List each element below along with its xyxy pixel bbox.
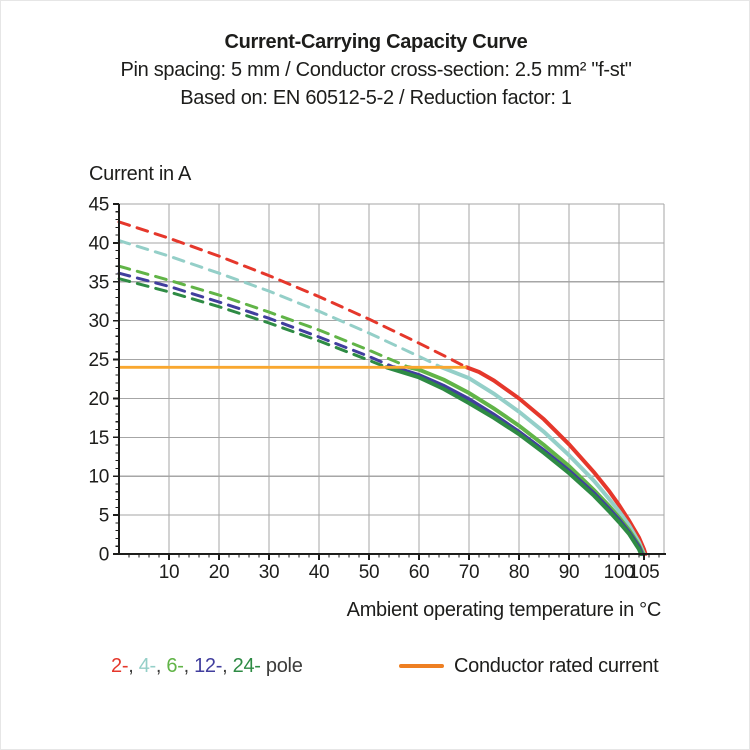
x-tick-label-60: 60 [409, 562, 430, 583]
ticks [113, 203, 660, 560]
x-tick-label-10: 10 [159, 562, 180, 583]
curve-4-pole-solid [439, 365, 646, 556]
rated-current-swatch [399, 664, 444, 668]
curve-4-pole-dashed [117, 239, 443, 369]
rated-current-legend: Conductor rated current [399, 655, 659, 678]
axes [118, 204, 666, 555]
y-tick-label-35: 35 [88, 272, 109, 293]
y-tick-label-45: 45 [88, 195, 109, 216]
curve-2-pole-solid [464, 365, 648, 556]
legend-separator: , [128, 655, 139, 677]
curve-6-pole [117, 264, 645, 556]
curve-6-pole-dashed [117, 264, 411, 369]
legend-separator: , [155, 655, 167, 677]
y-tick-label-40: 40 [88, 233, 109, 254]
legend-entry-24-pole: 24- [232, 655, 261, 677]
x-tick-label-80: 80 [509, 562, 530, 583]
y-tick-labels: 0 5 10 15 20 25 30 35 40 45 [88, 195, 109, 566]
y-tick-label-15: 15 [88, 428, 109, 449]
y-tick-label-20: 20 [88, 389, 109, 410]
curve-24-pole [117, 277, 643, 556]
x-axis-title: Ambient operating temperature in °C [346, 599, 662, 621]
pole-legend: 2-, 4-, 6-, 12-, 24- pole [111, 655, 303, 678]
x-tick-label-40: 40 [309, 562, 330, 583]
legend-separator: , [183, 655, 195, 677]
curve-24-pole-solid [384, 365, 643, 556]
curve-2-pole-dashed [117, 220, 468, 369]
curve-24-pole-dashed [117, 277, 388, 369]
y-tick-label-0: 0 [99, 545, 109, 566]
chart-subtitle-standard: Based on: EN 60512-5-2 / Reduction facto… [180, 87, 572, 109]
curve-4-pole [117, 239, 646, 556]
y-tick-label-25: 25 [88, 350, 109, 371]
chart-header: Current-Carrying Capacity Curve Pin spac… [1, 28, 750, 112]
y-tick-label-30: 30 [88, 311, 109, 332]
legend-suffix: pole [260, 655, 303, 677]
curve-12-pole [117, 271, 644, 556]
curve-6-pole-solid [407, 365, 645, 556]
legend-separator: , [222, 655, 233, 677]
x-tick-label-70: 70 [459, 562, 480, 583]
y-axis-title: Current in A [89, 163, 192, 185]
x-tick-label-50: 50 [359, 562, 380, 583]
x-tick-label-20: 20 [209, 562, 230, 583]
curve-2-pole [117, 220, 648, 556]
legend-entry-2-pole: 2- [111, 655, 129, 677]
chart-subtitle-spec: Pin spacing: 5 mm / Conductor cross-sect… [120, 59, 632, 81]
x-tick-label-90: 90 [559, 562, 580, 583]
curve-12-pole-dashed [117, 271, 396, 369]
legend-row: 2-, 4-, 6-, 12-, 24- pole Conductor rate… [1, 655, 750, 685]
legend-entry-4-pole: 4- [138, 655, 156, 677]
y-tick-label-5: 5 [99, 506, 109, 527]
legend-entry-6-pole: 6- [166, 655, 184, 677]
chart-title: Current-Carrying Capacity Curve [224, 31, 528, 53]
grid [119, 203, 665, 554]
rated-current-label: Conductor rated current [454, 655, 659, 677]
x-tick-label-30: 30 [259, 562, 280, 583]
x-tick-label-105: 105 [629, 562, 660, 583]
legend-entry-12-pole: 12- [194, 655, 223, 677]
x-tick-label-100: 100 [604, 562, 635, 583]
y-tick-label-10: 10 [88, 467, 109, 488]
capacity-curve-chart: 0 5 10 15 20 25 30 35 40 45 10 20 30 40 50 60 70 80 90 1001… [88, 195, 666, 583]
